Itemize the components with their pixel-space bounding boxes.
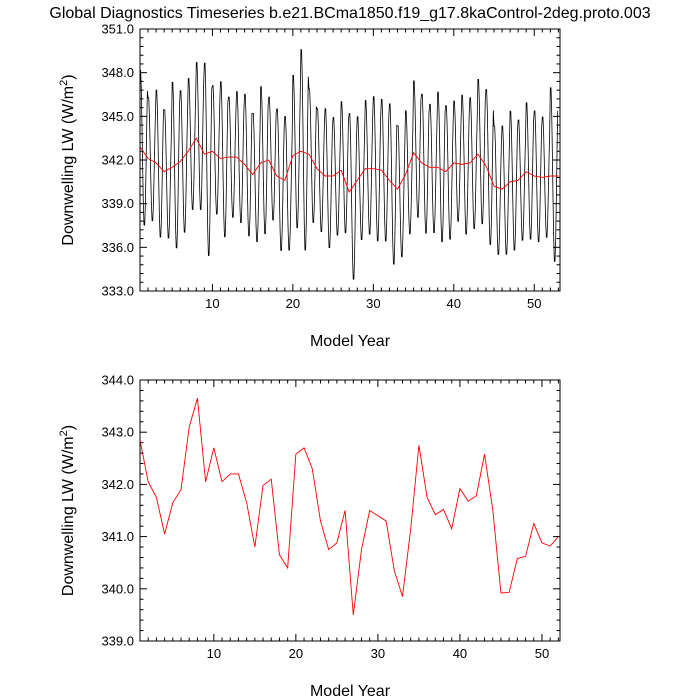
top-y-axis-label: Downwelling LW (W/m2) — [58, 74, 77, 245]
top-x-axis-label: Model Year — [310, 333, 391, 350]
top-y-tick-label: 342.0 — [101, 153, 134, 168]
bottom-y-tick-label: 343.0 — [101, 425, 134, 440]
bottom-x-tick-label: 10 — [207, 646, 221, 661]
top-monthly-series-line — [140, 49, 559, 280]
top-plot-frame — [139, 28, 561, 292]
bottom-x-axis-label: Model Year — [310, 683, 391, 700]
bottom-x-tick-label: 20 — [289, 646, 303, 661]
bottom-y-tick-label: 344.0 — [101, 373, 134, 388]
bottom-x-tick-label: 30 — [371, 646, 385, 661]
bottom-x-tick-label: 40 — [453, 646, 467, 661]
top-y-tick-label: 333.0 — [101, 284, 134, 299]
bottom-panel: 10 20 30 40 50 339.0 340.0 341.0 342.0 343.0 344.0… — [58, 373, 561, 700]
figure-title: Global Diagnostics Timeseries b.e21.BCma… — [49, 5, 650, 22]
top-x-tick-label: 40 — [447, 296, 461, 311]
bottom-x-tick-label: 50 — [535, 646, 549, 661]
top-x-tick-label: 20 — [286, 296, 300, 311]
bottom-y-tick-label: 340.0 — [101, 581, 134, 596]
bottom-y-tick-label: 342.0 — [101, 477, 134, 492]
bottom-y-axis-label: Downwelling LW (W/m2) — [58, 425, 77, 596]
bottom-plot-frame — [139, 379, 561, 642]
top-y-tick-label: 348.0 — [101, 65, 134, 80]
top-x-tick-label: 50 — [527, 296, 541, 311]
top-annual-series-line — [139, 137, 559, 193]
bottom-y-tick-label: 341.0 — [101, 529, 134, 544]
top-y-tick-label: 351.0 — [101, 22, 134, 37]
top-panel: 10 20 30 40 50 333.0 336.0 339.0 342.0 345.0 348.0… — [58, 22, 561, 350]
top-x-tick-label: 30 — [366, 296, 380, 311]
bottom-annual-series-line — [139, 398, 559, 615]
top-y-tick-label: 345.0 — [101, 109, 134, 124]
top-y-tick-label: 336.0 — [101, 240, 134, 255]
top-y-tick-label: 339.0 — [101, 196, 134, 211]
bottom-y-tick-label: 339.0 — [101, 634, 134, 649]
top-x-tick-label: 10 — [205, 296, 219, 311]
